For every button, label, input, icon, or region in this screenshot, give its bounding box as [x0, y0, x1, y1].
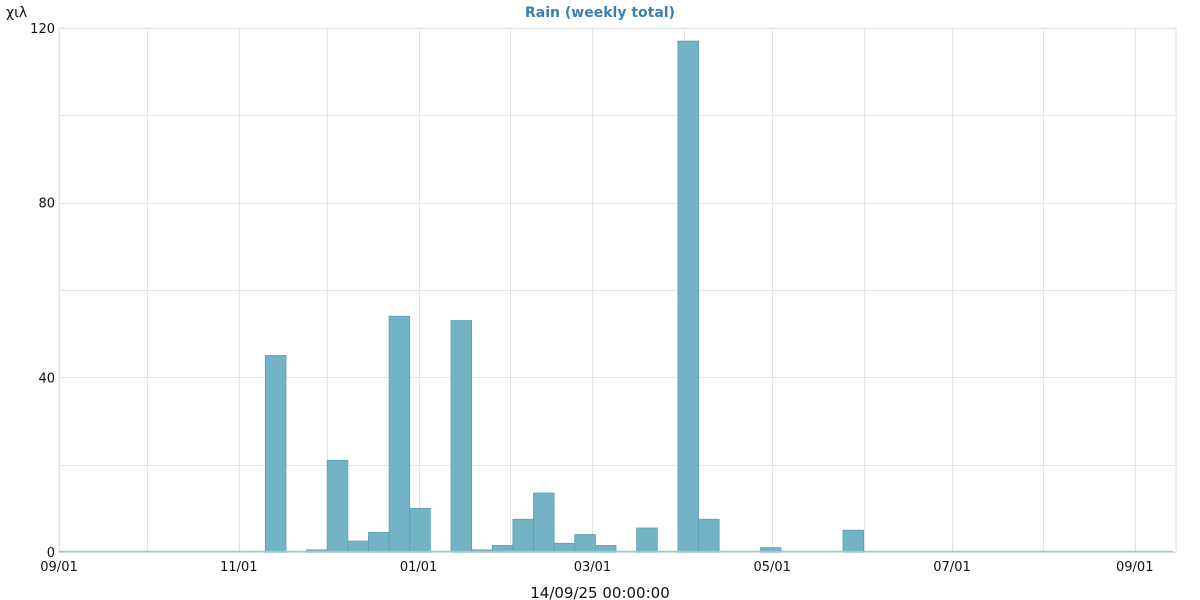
rain-bar [677, 40, 699, 553]
x-tick-label: 11/01 [220, 560, 257, 575]
x-tick-label: 09/01 [1116, 560, 1153, 575]
y-axis-tick-labels: 0 40 80 120 [30, 22, 55, 561]
x-tick-label: 01/01 [400, 560, 437, 575]
chart-title: Rain (weekly total) [525, 5, 675, 21]
y-tick-label: 0 [47, 546, 55, 561]
rain-bar [636, 527, 658, 553]
rain-bar [450, 320, 473, 553]
x-tick-label: 05/01 [753, 560, 790, 575]
y-tick-label: 120 [30, 22, 55, 37]
rain-bar [553, 542, 576, 553]
rain-bar [533, 492, 555, 553]
x-tick-label: 07/01 [933, 560, 970, 575]
x-axis-tick-labels: 09/01 11/01 01/01 03/01 05/01 07/01 09/01 [40, 560, 1153, 575]
bars [264, 40, 864, 553]
rain-bar [842, 529, 864, 553]
rain-bar [698, 518, 720, 553]
x-axis-title: 14/09/25 00:00:00 [530, 584, 670, 600]
x-tick-label: 03/01 [574, 560, 611, 575]
rain-bar [409, 507, 431, 553]
rain-bar [388, 315, 411, 553]
y-tick-label: 80 [38, 197, 55, 212]
rain-bar [512, 518, 534, 553]
rain-bar [368, 531, 390, 553]
rain-bar [574, 534, 596, 553]
rain-bar [347, 540, 369, 553]
x-tick-label: 09/01 [40, 560, 77, 575]
rain-bar [326, 459, 349, 553]
grid-lines [58, 27, 1177, 553]
y-axis-unit-label: χιλ [6, 5, 27, 21]
rain-bar [264, 355, 287, 553]
y-tick-label: 40 [38, 371, 55, 386]
